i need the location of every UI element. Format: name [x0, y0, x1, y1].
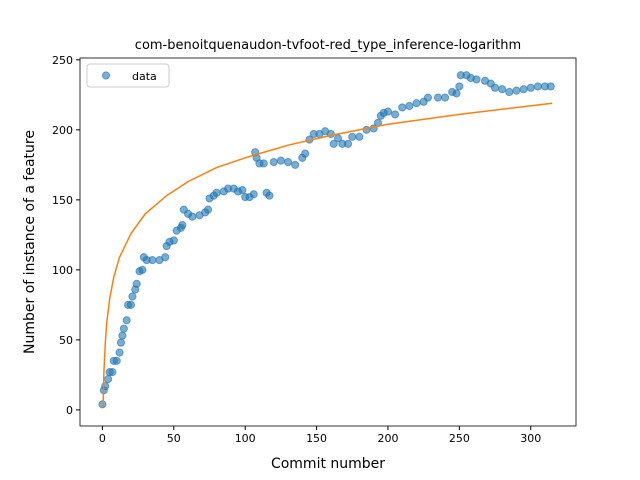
data-point	[269, 157, 278, 167]
legend-marker	[101, 71, 111, 80]
data-point	[512, 86, 521, 95]
data-point	[348, 132, 357, 141]
data-point	[126, 300, 136, 309]
data-point	[533, 82, 542, 91]
data-point	[169, 236, 178, 245]
data-point	[116, 338, 126, 347]
data-point	[104, 374, 113, 384]
data-point	[498, 85, 507, 94]
data-point	[122, 316, 131, 325]
data-point	[148, 255, 157, 265]
data-point	[472, 75, 481, 84]
plot-frame	[79, 57, 577, 427]
x-tick-label: 300	[520, 432, 541, 445]
x-tick-label: 0	[99, 432, 106, 445]
data-point	[383, 107, 393, 116]
x-tick-label: 200	[377, 432, 398, 445]
legend-label: data	[132, 70, 157, 83]
data-point	[283, 157, 293, 167]
y-tick-label: 250	[52, 54, 73, 67]
x-tick-label: 100	[235, 432, 256, 445]
data-point	[398, 103, 407, 112]
x-axis-label: Commit number	[271, 456, 385, 472]
y-axis-label: Number of instance of a feature	[22, 130, 38, 354]
data-point	[132, 279, 141, 288]
data-point	[355, 132, 364, 141]
x-tick-label: 50	[167, 432, 181, 445]
chart-title: com-benoitquenaudon-tvfoot-red_type_infe…	[135, 38, 521, 53]
data-point	[112, 356, 121, 365]
y-tick-label: 100	[52, 264, 73, 277]
data-point	[440, 93, 450, 102]
data-point	[118, 331, 127, 340]
data-point	[343, 139, 353, 148]
data-point	[291, 160, 300, 169]
data-point	[101, 381, 110, 391]
data-point	[526, 83, 535, 92]
x-tick-label: 250	[449, 432, 470, 445]
data-point	[115, 348, 124, 357]
data-point	[329, 139, 338, 148]
y-tick-label: 50	[59, 334, 73, 347]
data-point	[259, 159, 268, 168]
data-point	[128, 292, 137, 301]
y-tick-label: 0	[66, 404, 73, 417]
data-point	[452, 89, 461, 98]
data-point	[490, 83, 500, 92]
data-point	[301, 149, 310, 158]
data-point	[405, 101, 414, 111]
data-point	[546, 82, 555, 91]
data-point	[412, 99, 421, 108]
data-point	[161, 253, 170, 262]
data-point	[423, 93, 433, 102]
data-point	[178, 220, 187, 230]
data-point	[138, 265, 147, 274]
x-tick-label: 150	[306, 432, 327, 445]
data-point	[276, 156, 285, 165]
legend-box	[86, 63, 170, 88]
data-point	[188, 212, 197, 221]
data-point	[455, 82, 464, 91]
y-tick-label: 200	[52, 124, 73, 137]
data-point	[265, 191, 274, 200]
data-point	[519, 85, 528, 94]
data-point	[249, 190, 258, 199]
data-point	[505, 87, 514, 97]
fit-line	[102, 102, 553, 408]
data-point	[433, 93, 443, 102]
y-tick-label: 150	[52, 194, 73, 207]
data-point	[203, 205, 213, 214]
data-point	[238, 185, 247, 195]
data-point	[391, 110, 400, 119]
data-point	[119, 324, 128, 333]
data-point	[212, 188, 221, 197]
data-point	[108, 367, 117, 377]
